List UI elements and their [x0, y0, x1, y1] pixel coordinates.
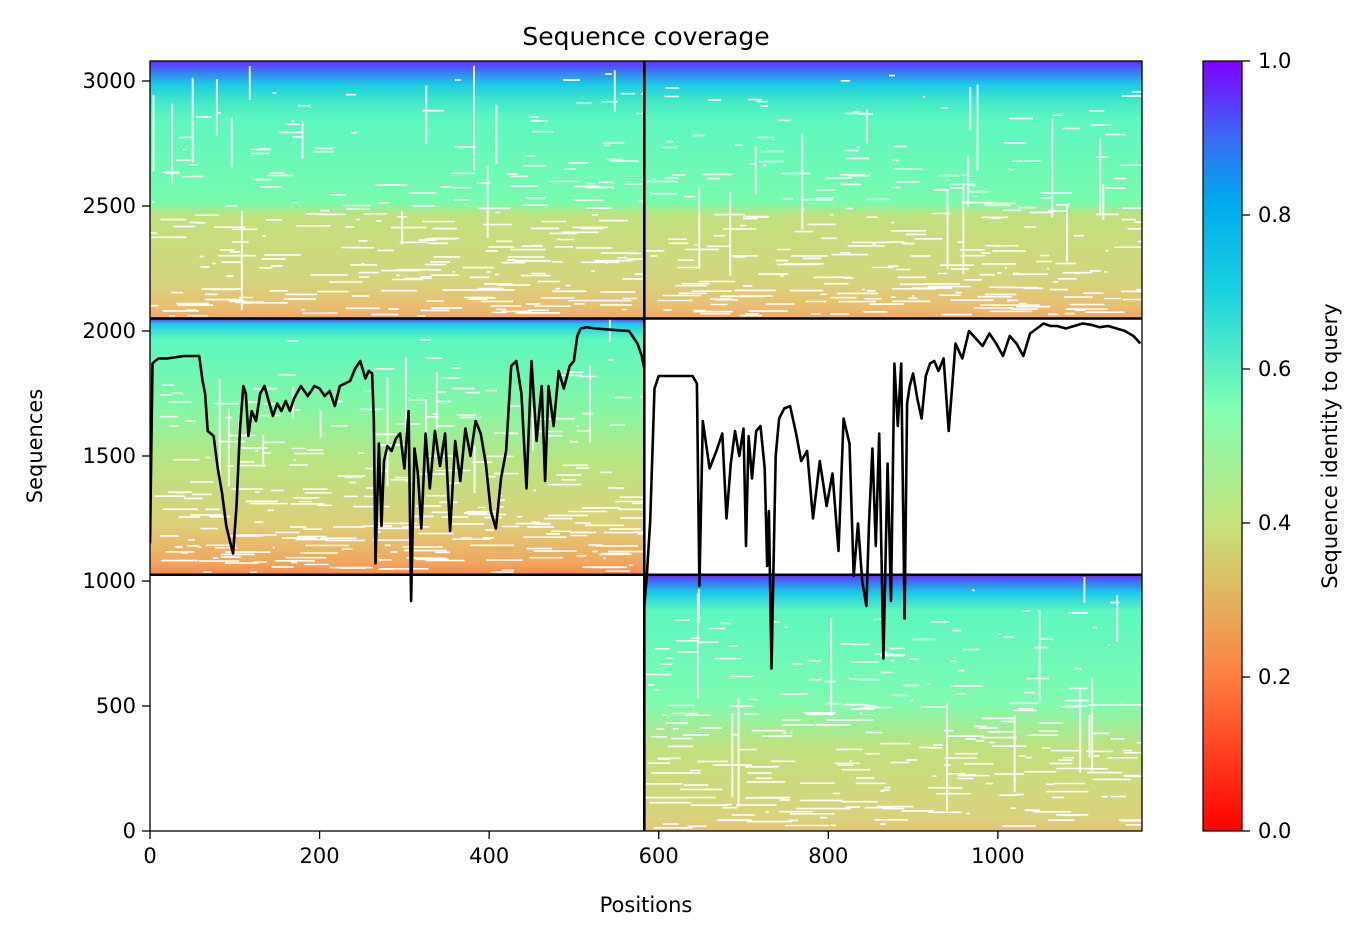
colorbar-tick-label: 0.6: [1258, 357, 1291, 381]
y-tick-label: 3000: [83, 69, 136, 93]
coverage-gaps: [152, 65, 616, 311]
x-tick-label: 800: [808, 844, 848, 868]
y-tick-label: 1000: [83, 569, 136, 593]
y-tick-label: 1500: [83, 444, 136, 468]
x-tick-label: 400: [469, 844, 509, 868]
x-tick-label: 600: [639, 844, 679, 868]
chart-title: Sequence coverage: [522, 22, 769, 51]
coverage-gaps: [696, 576, 1119, 811]
coverage-block: [150, 318, 645, 575]
coverage-gaps: [645, 589, 1142, 829]
x-tick-label: 1000: [971, 844, 1024, 868]
y-tick-label: 0: [123, 819, 136, 843]
colorbar-tick-label: 1.0: [1258, 49, 1291, 73]
x-tick-label: 0: [143, 844, 156, 868]
colorbar: [1202, 60, 1243, 832]
plot-frame: [149, 60, 1143, 832]
coverage-gaps: [698, 84, 1105, 276]
colorbar-tick-label: 0.4: [1258, 511, 1291, 535]
coverage-gaps: [150, 73, 645, 317]
colorbar-tick-label: 0.8: [1258, 203, 1291, 227]
y-tick-label: 500: [96, 694, 136, 718]
coverage-block: [644, 574, 1142, 831]
colorbar-tick-label: 0.0: [1258, 819, 1291, 843]
coverage-line: [150, 325, 646, 603]
x-tick-label: 200: [300, 844, 340, 868]
x-axis-label: Positions: [600, 893, 693, 917]
plot-area: [150, 61, 1142, 831]
colorbar-label: Sequence identity to query: [1318, 303, 1342, 588]
colorbar-tick-label: 0.2: [1258, 665, 1291, 689]
y-tick-label: 2500: [83, 194, 136, 218]
coverage-line: [643, 322, 1142, 670]
y-axis-label: Sequences: [23, 389, 47, 504]
coverage-gaps: [645, 74, 1142, 317]
coverage-block: [644, 61, 1142, 319]
y-tick-label: 2000: [83, 319, 136, 343]
